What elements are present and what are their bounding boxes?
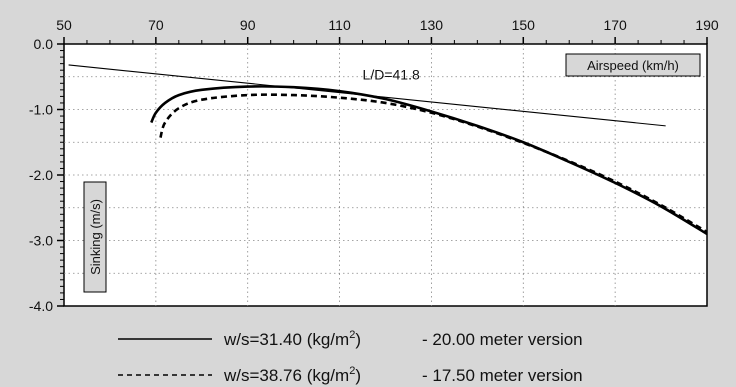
y-tick-label: -3.0	[29, 233, 53, 249]
x-tick-label: 70	[148, 17, 164, 33]
legend-label-solid: w/s=31.40 (kg/m2)	[223, 329, 361, 349]
y-tick-label: 0.0	[34, 36, 54, 52]
x-axis-label-box: Airspeed (km/h)	[565, 53, 701, 77]
y-axis-label-box: Sinking (m/s)	[83, 181, 107, 293]
axis-tick-labels: 50 70 90 110 130 150 170 190 0.0 -1.0 -2.0 -3.0 -4.0	[29, 17, 719, 314]
legend-version-dashed: - 17.50 meter version	[422, 366, 583, 385]
legend: w/s=31.40 (kg/m2) - 20.00 meter version …	[118, 329, 583, 385]
y-tick-label: -4.0	[29, 298, 53, 314]
x-tick-label: 190	[695, 17, 719, 33]
plot-area	[63, 43, 708, 307]
x-tick-label: 130	[420, 17, 444, 33]
ld-ratio-label: L/D=41.8	[363, 66, 420, 82]
x-tick-label: 50	[56, 17, 72, 33]
legend-version-solid: - 20.00 meter version	[422, 330, 583, 349]
y-tick-label: -1.0	[29, 102, 53, 118]
y-axis-label: Sinking (m/s)	[88, 199, 103, 275]
x-tick-label: 110	[328, 17, 351, 33]
x-axis-label: Airspeed (km/h)	[587, 58, 679, 73]
x-tick-label: 90	[240, 17, 256, 33]
series-line-dashed	[159, 93, 707, 234]
series-layer	[68, 64, 707, 236]
axis-ticks	[57, 37, 708, 307]
x-tick-label: 170	[603, 17, 627, 33]
x-tick-label: 150	[512, 17, 536, 33]
legend-label-dashed: w/s=38.76 (kg/m2)	[223, 365, 361, 385]
legend-entry-dashed: w/s=38.76 (kg/m2) - 17.50 meter version	[118, 365, 583, 385]
legend-entry-solid: w/s=31.40 (kg/m2) - 20.00 meter version	[118, 329, 583, 349]
y-tick-label: -2.0	[29, 167, 53, 183]
